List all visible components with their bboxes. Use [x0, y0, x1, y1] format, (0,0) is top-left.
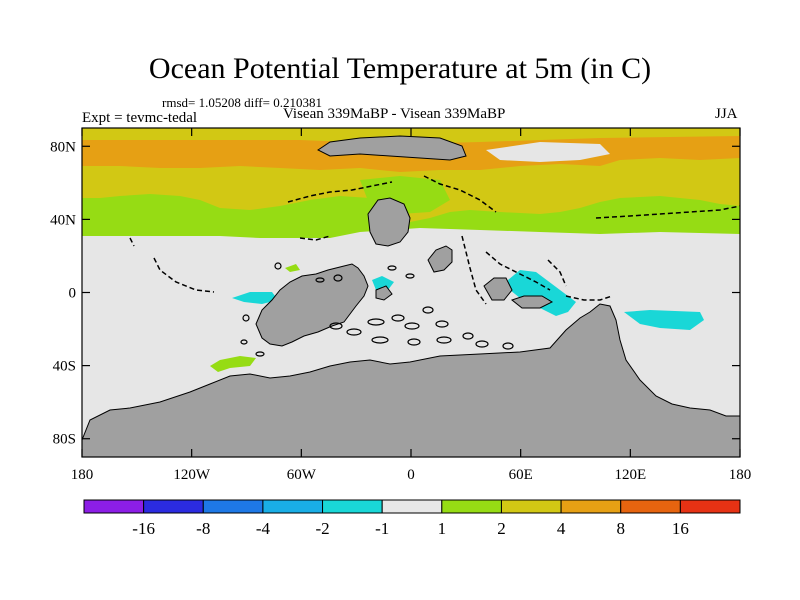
x-tick-label: 180 — [729, 467, 752, 483]
y-tick-label: 40S — [53, 359, 76, 375]
colorbar-swatch — [560, 499, 622, 514]
colorbar-swatch — [83, 499, 145, 514]
contour-green-small-a — [285, 264, 300, 272]
x-tick-label: 180 — [71, 467, 94, 483]
colorbar-swatch — [143, 499, 204, 514]
map-plot-area — [82, 128, 740, 457]
contour-light-arctic — [486, 142, 610, 162]
x-tick-label: 0 — [407, 467, 415, 483]
contour-cyan-c — [372, 276, 394, 290]
colorbar-label: 8 — [616, 519, 625, 538]
experiment-label: Expt = tevmc-tedal — [82, 110, 198, 126]
x-axis: 180 120W 60W 0 60E 120E 180 — [71, 128, 752, 483]
y-tick-label: 80N — [50, 139, 76, 155]
comparison-label: Visean 339MaBP - Visean 339MaBP — [283, 106, 506, 122]
colorbar-swatch — [262, 499, 324, 514]
colorbar-label: -8 — [196, 519, 210, 538]
land-center-block — [367, 197, 411, 247]
y-tick-label: 40N — [50, 212, 76, 228]
colorbar-label: 4 — [557, 519, 566, 538]
x-tick-label: 60E — [509, 467, 533, 483]
land-east-small — [510, 295, 554, 309]
land-east-peninsula — [483, 277, 513, 301]
colorbar-label: -1 — [375, 519, 389, 538]
colorbar: -16 -8 -4 -2 -1 1 2 4 8 16 — [83, 499, 741, 538]
plot-title: Ocean Potential Temperature at 5m (in C) — [148, 52, 652, 85]
land-west-continent — [255, 263, 369, 347]
colorbar-swatch — [441, 499, 502, 514]
land-arctic — [317, 135, 467, 161]
land-southern-continent — [82, 303, 740, 457]
colorbar-label: 1 — [438, 519, 447, 538]
contour-cyan-e — [624, 310, 704, 330]
contour-cyan-d — [508, 270, 576, 316]
colorbar-swatch — [381, 499, 443, 514]
small-islands — [240, 262, 514, 357]
x-tick-label: 120E — [614, 467, 646, 483]
colorbar-label: -16 — [132, 519, 155, 538]
contour-cyan-a — [232, 292, 278, 304]
y-tick-label: 0 — [69, 286, 77, 302]
season-label: JJA — [715, 106, 738, 122]
land-east-island — [427, 245, 453, 273]
colorbar-label: 16 — [672, 519, 689, 538]
colorbar-swatch — [500, 499, 562, 514]
colorbar-swatch — [202, 499, 264, 514]
x-tick-label: 120W — [173, 467, 211, 483]
y-tick-label: 80S — [53, 432, 76, 448]
colorbar-swatch — [679, 499, 741, 514]
colorbar-label: 2 — [497, 519, 506, 538]
coastline-traces — [129, 175, 741, 305]
colorbar-label: -2 — [315, 519, 329, 538]
colorbar-label: -4 — [256, 519, 271, 538]
contour-green-small-b — [210, 356, 256, 372]
colorbar-swatch — [322, 499, 383, 514]
x-tick-label: 60W — [287, 467, 317, 483]
stats-label: rmsd= 1.05208 diff= 0.210381 — [162, 95, 322, 110]
colorbar-swatch — [620, 499, 681, 514]
y-axis: 80N 40N 0 40S 80S — [50, 139, 740, 448]
land-island-a — [375, 285, 393, 301]
